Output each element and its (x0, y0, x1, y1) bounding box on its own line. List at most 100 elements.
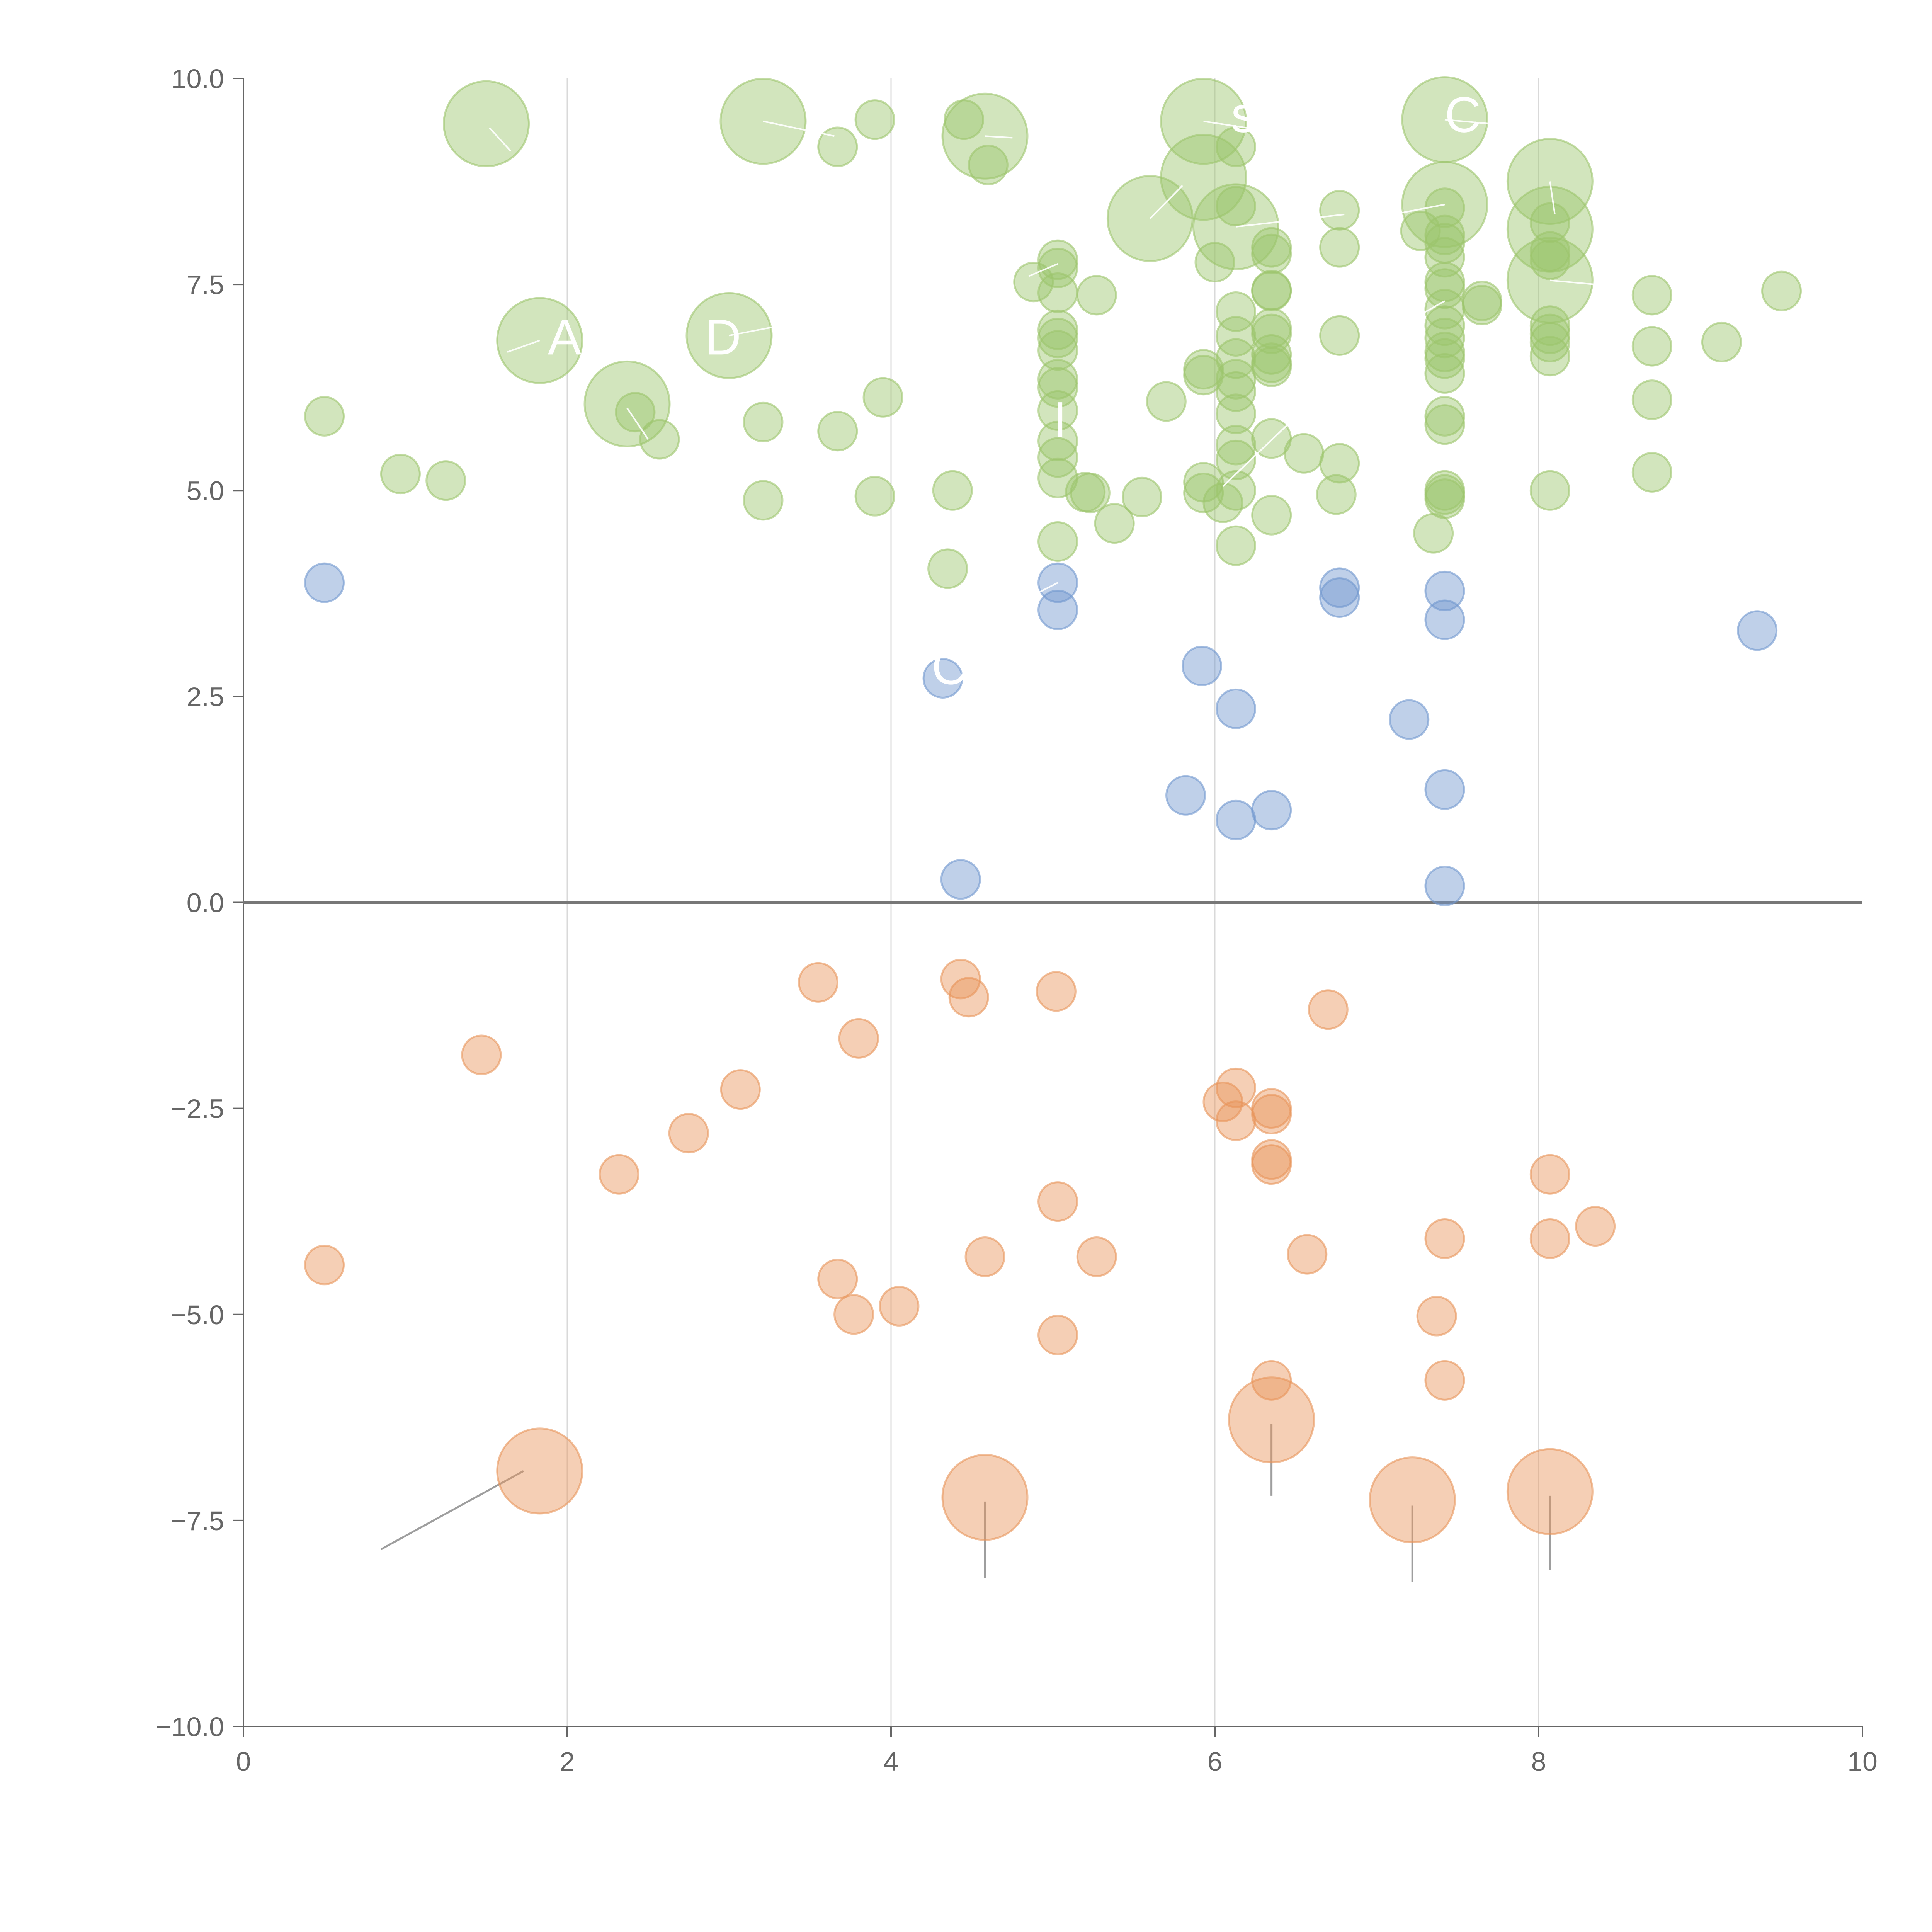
light-leader-line (1444, 119, 1490, 125)
bubble-orange (720, 1069, 761, 1110)
bubble-orange (1251, 1094, 1292, 1135)
bubble-green (304, 396, 345, 437)
x-tick-label: 0 (236, 1747, 251, 1777)
bubble-green (1215, 338, 1256, 379)
bubble-orange (1251, 1360, 1292, 1401)
bubble-green (1529, 313, 1570, 354)
bubble-orange (1369, 1456, 1456, 1544)
bubble-green (854, 99, 895, 140)
bubble-green (615, 392, 656, 433)
bubble-green (1424, 404, 1465, 445)
bubble-green (1529, 321, 1570, 362)
bubble-orange (1529, 1218, 1570, 1259)
y-tick-label: 5.0 (187, 476, 224, 506)
bubble-green (1424, 353, 1465, 394)
point-label: I (1053, 391, 1067, 448)
bubble-green (1319, 443, 1360, 484)
bubble-green (1094, 503, 1135, 544)
bubble-orange (948, 977, 989, 1018)
bubble-green (1319, 315, 1360, 356)
bubble-green (1529, 239, 1570, 280)
bubble-green (443, 80, 530, 167)
bubble-blue (1165, 775, 1206, 816)
light-leader-layer (489, 119, 1595, 599)
bubble-orange (461, 1034, 502, 1075)
bubble-green (1413, 513, 1454, 554)
bubble-green (1529, 305, 1570, 346)
bubble-green (1160, 134, 1247, 221)
bubble-green (1316, 474, 1357, 515)
bubble-green (1424, 338, 1465, 379)
bubble-orange (599, 1154, 639, 1195)
y-tick-label: −7.5 (171, 1506, 224, 1536)
bubble-orange (1416, 1296, 1457, 1337)
bubble-orange (833, 1294, 874, 1335)
bubble-green (1251, 233, 1292, 274)
y-tick-label: 0.0 (187, 888, 224, 918)
bubble-green (927, 548, 968, 589)
bubble-green (1037, 437, 1078, 478)
bubble-orange (1529, 1154, 1570, 1195)
bubble-orange (798, 962, 838, 1003)
bubble-green (1631, 275, 1672, 316)
bubble-green (1251, 346, 1292, 387)
bubble-blue (1215, 799, 1256, 840)
x-tick-label: 2 (560, 1747, 575, 1777)
bubble-green (1215, 316, 1256, 357)
bubble-orange (964, 1236, 1005, 1277)
bubble-green (425, 460, 466, 501)
bubble-green (1701, 321, 1742, 362)
bubble-green (1529, 231, 1570, 272)
bubble-orange (1575, 1206, 1616, 1247)
bubble-orange (668, 1113, 709, 1154)
bubble-blue (1389, 699, 1430, 740)
bubble-orange (1228, 1376, 1315, 1464)
bubble-orange (1506, 1448, 1594, 1535)
bubble-blue (922, 658, 963, 699)
point-label: A (548, 309, 582, 365)
bubble-green (1037, 309, 1078, 350)
bubble-green (1215, 470, 1256, 511)
light-leader-line (1028, 263, 1058, 277)
bubble-green (1631, 379, 1672, 420)
bubble-green (1424, 268, 1465, 309)
tick-layer: 0 2 4 6 8 10 10.0 7.5 5.0 2.5 0.0 −2.5 −5.0 −7.5 −10.0 (156, 64, 1878, 1777)
bubble-blue (1424, 570, 1465, 611)
x-tick-label: 4 (884, 1747, 899, 1777)
light-leader-line (626, 407, 649, 440)
bubble-green (639, 419, 680, 460)
bubble-orange (1037, 1315, 1078, 1355)
bubble-orange (941, 1454, 1029, 1541)
bubble-orange (1424, 1218, 1465, 1259)
light-leader-line (985, 135, 1013, 139)
bubble-orange (838, 1018, 879, 1059)
light-leader-line (763, 120, 835, 137)
bubble-green (1183, 355, 1224, 396)
bubble-green (1283, 433, 1324, 474)
bubble-blue (1215, 688, 1256, 729)
bubble-green (1215, 371, 1256, 412)
bubble-green (1319, 190, 1360, 231)
bubble-blue (1737, 610, 1778, 651)
bubble-green (932, 470, 973, 511)
bubble-layer (304, 76, 1802, 1544)
bubble-green (1215, 425, 1256, 466)
bubble-orange (1215, 1100, 1256, 1141)
light-leader-line (1236, 213, 1345, 228)
bubble-green (1215, 291, 1256, 332)
bubble-blue (1424, 866, 1465, 906)
bubble-orange (1287, 1234, 1328, 1275)
bubble-blue (1319, 577, 1360, 618)
light-leader-line (1203, 120, 1248, 129)
bubble-green (1631, 326, 1672, 367)
x-tick-label: 8 (1531, 1747, 1546, 1777)
point-label: s (1231, 87, 1256, 143)
bubble-orange (1076, 1236, 1117, 1277)
point-label: C (1445, 87, 1481, 143)
bubble-green (1215, 439, 1256, 480)
bubble-green (1215, 525, 1256, 566)
bubble-blue (1319, 567, 1360, 608)
bubble-orange (1215, 1067, 1256, 1108)
